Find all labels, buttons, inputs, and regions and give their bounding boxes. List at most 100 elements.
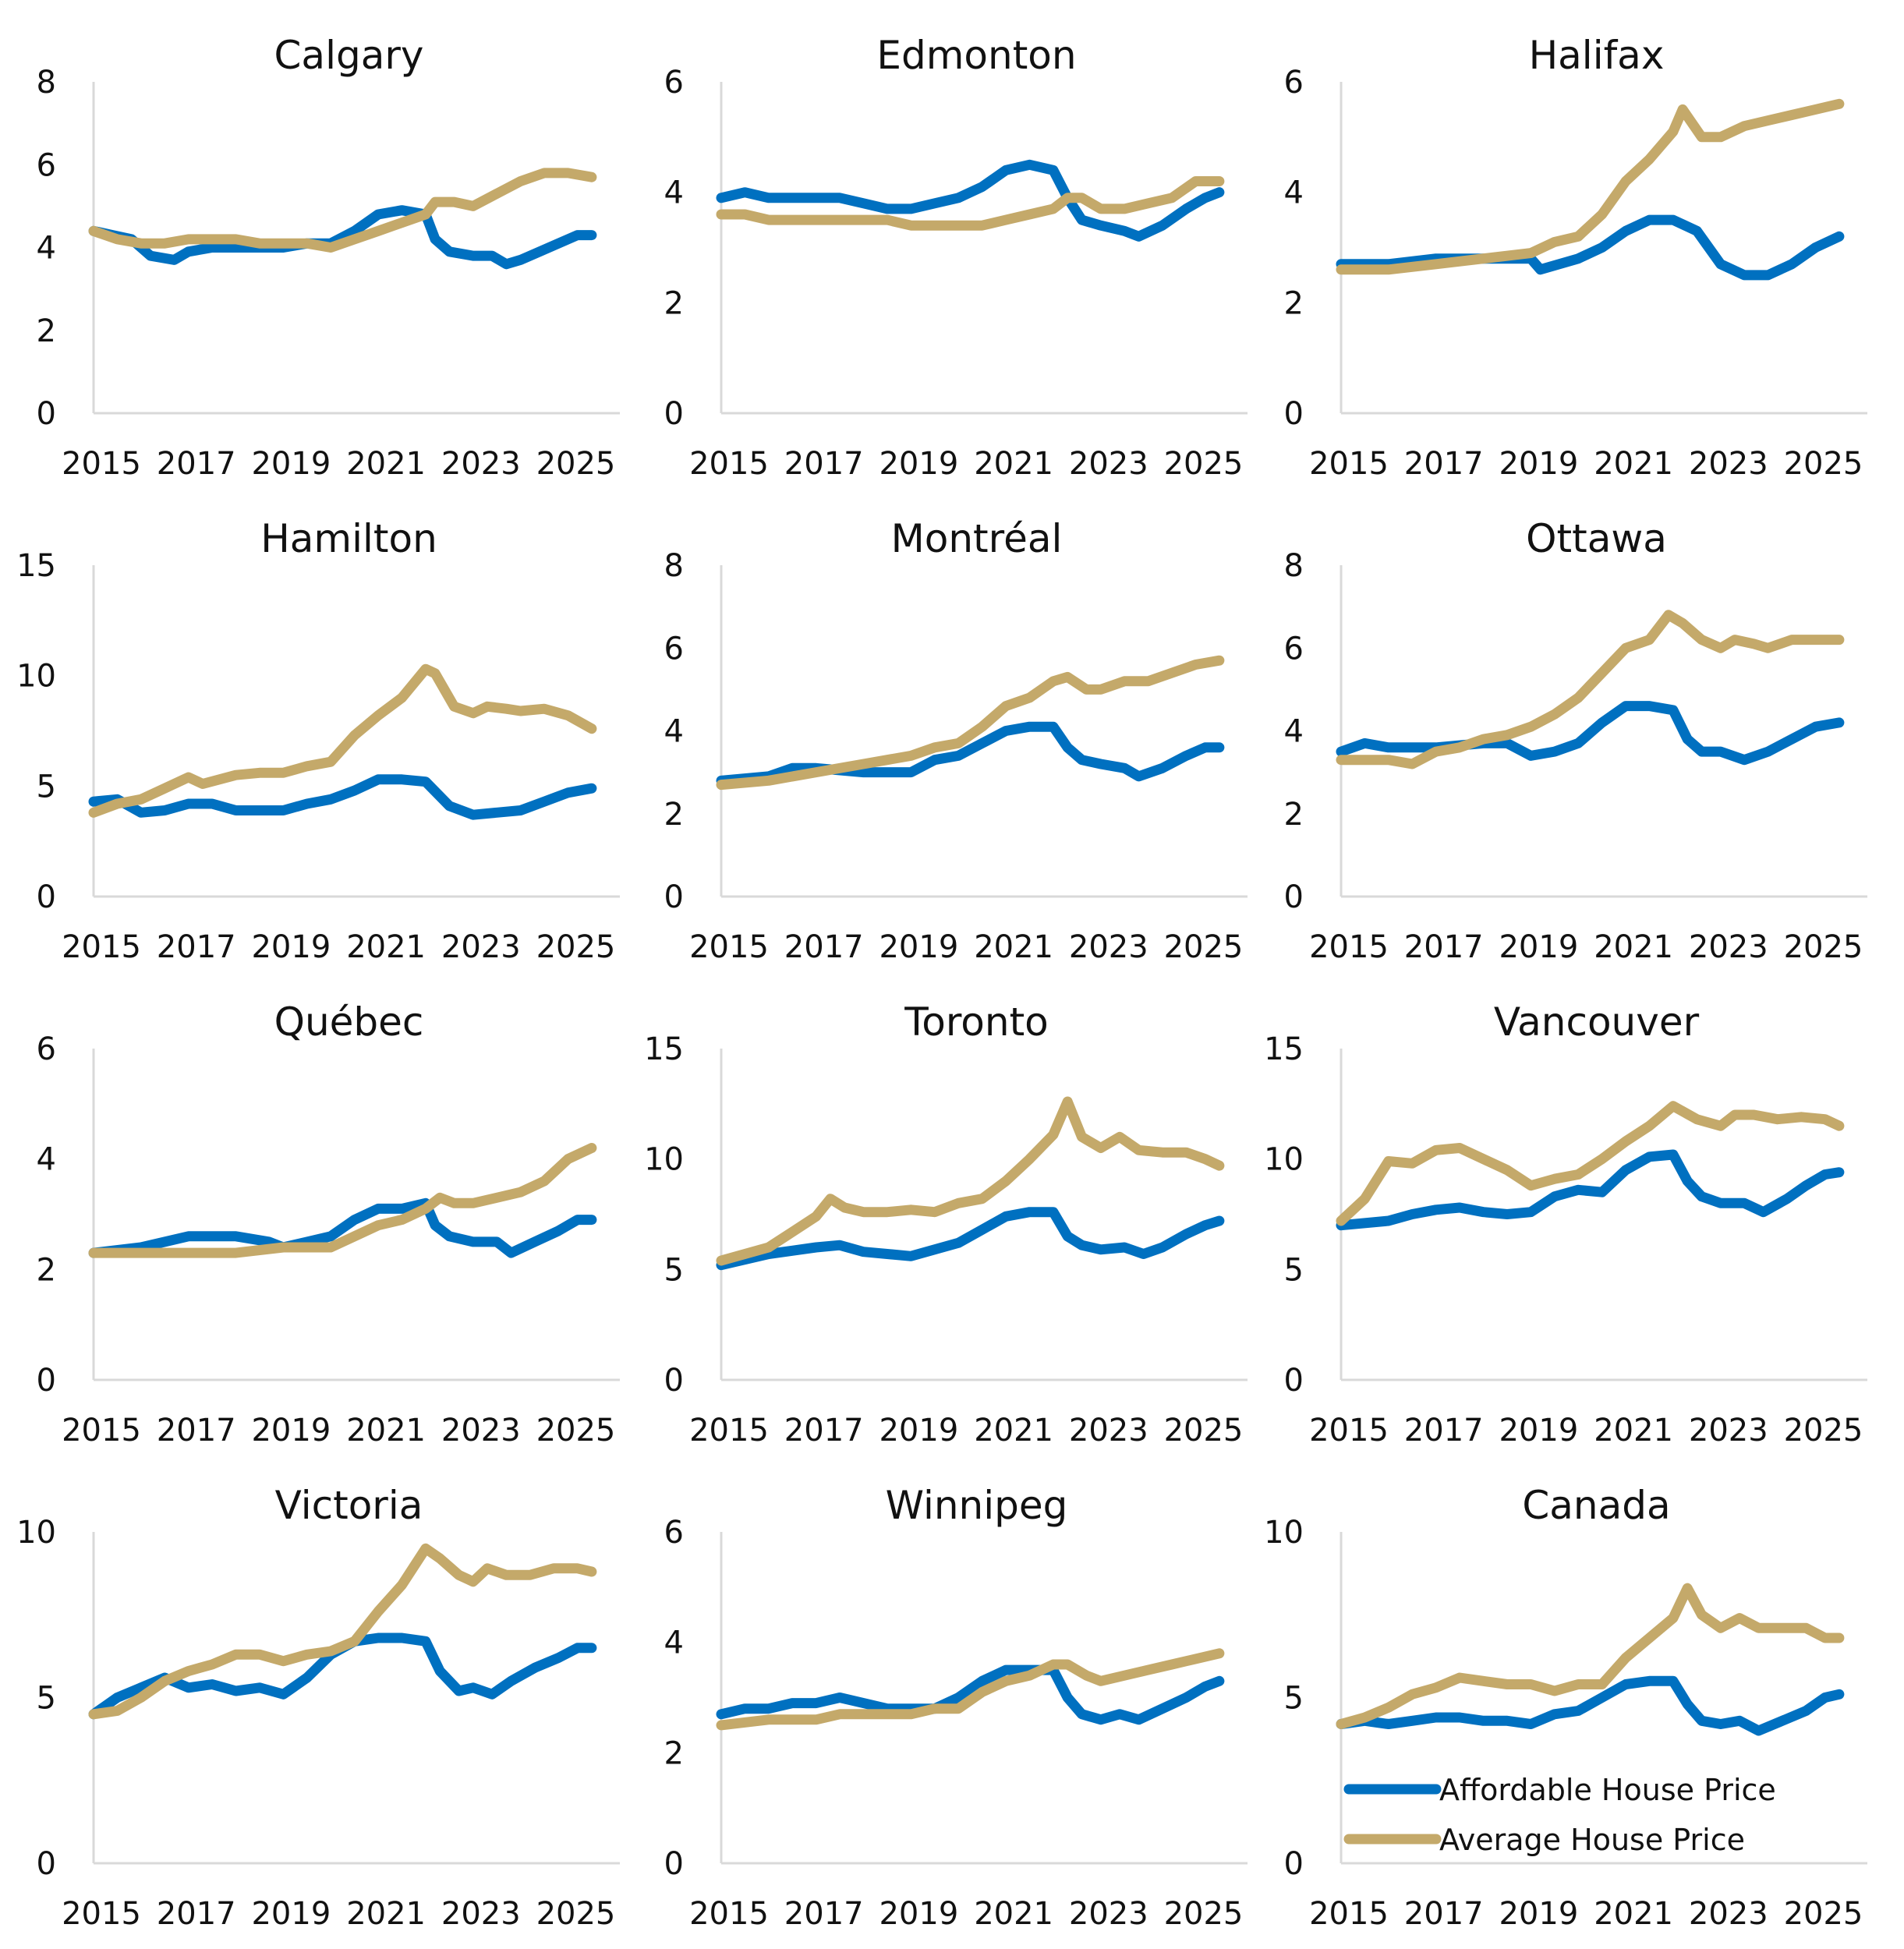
x-tick-label: 2017 xyxy=(157,1896,236,1932)
series-line-average-house-price xyxy=(716,1096,1225,1266)
x-tick-label: 2017 xyxy=(784,929,864,965)
x-tick-label: 2017 xyxy=(784,1896,864,1932)
y-tick-label: 0 xyxy=(664,1846,684,1882)
x-tick-label: 2021 xyxy=(974,1413,1053,1448)
series-line-affordable-house-price xyxy=(88,1197,597,1258)
y-tick-label: 0 xyxy=(1284,396,1304,432)
panel-svg: Winnipeg 0 2 4 6 2015 2017 2019 2021 2023 2025 xyxy=(664,1483,1248,1932)
y-tick-label: 10 xyxy=(644,1142,684,1178)
x-tick-label: 2019 xyxy=(879,1896,958,1932)
y-tick-label: 5 xyxy=(1284,1252,1304,1288)
x-tick-label: 2015 xyxy=(1309,446,1389,482)
x-tick-label: 2021 xyxy=(974,1896,1053,1932)
x-tick-label: 2015 xyxy=(689,1413,769,1448)
series-line-average-house-price xyxy=(1336,1583,1845,1729)
panel-title: Québec xyxy=(274,999,424,1045)
series-line-average-house-price xyxy=(1336,610,1845,769)
panel-title: Winnipeg xyxy=(886,1483,1068,1528)
x-tick-label: 2019 xyxy=(879,446,958,482)
y-tick-label: 0 xyxy=(1284,879,1304,915)
y-tick-label: 2 xyxy=(37,313,56,349)
y-tick-label: 4 xyxy=(664,1625,684,1661)
y-tick-label: 2 xyxy=(1284,797,1304,833)
x-tick-label: 2025 xyxy=(1164,1413,1244,1448)
x-tick-label: 2023 xyxy=(1689,446,1768,482)
y-tick-label: 2 xyxy=(664,285,684,321)
x-tick-label: 2017 xyxy=(157,1413,236,1448)
y-tick-label: 10 xyxy=(1264,1142,1304,1178)
y-tick-label: 2 xyxy=(664,1735,684,1771)
y-tick-label: 6 xyxy=(37,147,56,183)
y-tick-label: 2 xyxy=(1284,285,1304,321)
series-line-affordable-house-price xyxy=(1336,1149,1845,1231)
y-tick-label: 0 xyxy=(1284,1846,1304,1882)
panel-title: Vancouver xyxy=(1494,999,1700,1045)
panel-svg: Edmonton 0 2 4 6 2015 2017 2019 2021 2023 2025 xyxy=(664,33,1248,482)
x-tick-label: 2015 xyxy=(1309,929,1389,965)
panel-title: Halifax xyxy=(1529,33,1665,78)
y-tick-label: 8 xyxy=(37,65,56,101)
y-tick-label: 0 xyxy=(664,879,684,915)
y-tick-label: 6 xyxy=(664,65,684,101)
x-tick-label: 2019 xyxy=(251,1896,331,1932)
x-tick-label: 2017 xyxy=(1404,929,1484,965)
x-tick-label: 2021 xyxy=(1594,1896,1673,1932)
series-line-affordable-house-price xyxy=(716,1207,1225,1271)
panel-victoria: Victoria 0 5 10 2015 2017 2019 2021 2023 2025 xyxy=(0,1450,639,1949)
y-tick-label: 5 xyxy=(664,1252,684,1288)
panel-title: Canada xyxy=(1522,1483,1670,1528)
x-tick-label: 2021 xyxy=(346,446,426,482)
series-line-average-house-price xyxy=(716,655,1225,791)
y-tick-label: 6 xyxy=(664,1515,684,1551)
y-tick-label: 5 xyxy=(37,769,56,805)
x-tick-label: 2025 xyxy=(1784,1413,1863,1448)
x-tick-label: 2017 xyxy=(157,446,236,482)
panel-svg: Canada 0 5 10 2015 2017 2019 2021 2023 2025 Afford… xyxy=(1264,1483,1867,1932)
y-tick-label: 5 xyxy=(37,1681,56,1717)
series-line-average-house-price xyxy=(1336,98,1845,275)
panel-montreal: Montréal 0 2 4 6 8 2015 2017 2019 2021 2023 2025 xyxy=(628,483,1267,982)
series-line-affordable-house-price xyxy=(88,205,597,270)
panel-title: Montréal xyxy=(891,516,1063,561)
x-tick-label: 2021 xyxy=(974,929,1053,965)
x-tick-label: 2021 xyxy=(1594,1413,1673,1448)
x-tick-label: 2021 xyxy=(974,446,1053,482)
x-tick-label: 2019 xyxy=(1499,929,1578,965)
x-tick-label: 2017 xyxy=(784,446,864,482)
x-tick-label: 2015 xyxy=(62,1896,141,1932)
y-tick-label: 4 xyxy=(664,714,684,750)
x-tick-label: 2021 xyxy=(1594,446,1673,482)
x-tick-label: 2025 xyxy=(1784,446,1863,482)
x-tick-label: 2025 xyxy=(1784,1896,1863,1932)
x-tick-label: 2025 xyxy=(1164,446,1244,482)
x-tick-label: 2023 xyxy=(441,929,521,965)
y-tick-label: 0 xyxy=(664,1363,684,1399)
y-tick-label: 6 xyxy=(664,631,684,667)
panel-calgary: Calgary 0 2 4 6 8 2015 2017 2019 2021 2023 2025 xyxy=(0,0,639,499)
legend-label: Average House Price xyxy=(1439,1823,1745,1857)
y-tick-label: 0 xyxy=(1284,1363,1304,1399)
series-line-affordable-house-price xyxy=(88,774,597,820)
y-tick-label: 6 xyxy=(1284,631,1304,667)
y-tick-label: 15 xyxy=(644,1031,684,1067)
panel-toronto: Toronto 0 5 10 15 2015 2017 2019 2021 2023 2025 xyxy=(628,967,1267,1466)
series-line-average-house-price xyxy=(716,176,1225,231)
series-line-affordable-house-price xyxy=(88,1632,597,1720)
x-tick-label: 2025 xyxy=(536,1413,616,1448)
y-tick-label: 15 xyxy=(16,548,56,584)
panel-ottawa: Ottawa 0 2 4 6 8 2015 2017 2019 2021 2023 2025 xyxy=(1248,483,1887,982)
x-tick-label: 2025 xyxy=(536,1896,616,1932)
series-line-affordable-house-price xyxy=(716,1664,1225,1725)
panel-title: Victoria xyxy=(275,1483,423,1528)
y-tick-label: 0 xyxy=(37,1363,56,1399)
panel-title: Edmonton xyxy=(876,33,1076,78)
y-tick-label: 0 xyxy=(664,396,684,432)
x-tick-label: 2017 xyxy=(1404,1896,1484,1932)
panel-svg: Vancouver 0 5 10 15 2015 2017 2019 2021 2023 2025 xyxy=(1264,999,1867,1448)
y-tick-label: 0 xyxy=(37,879,56,915)
series-line-average-house-price xyxy=(716,1648,1225,1731)
series-line-average-house-price xyxy=(88,168,597,253)
y-tick-label: 5 xyxy=(1284,1681,1304,1717)
panel-vancouver: Vancouver 0 5 10 15 2015 2017 2019 2021 2023 2025 xyxy=(1248,967,1887,1466)
x-tick-label: 2015 xyxy=(1309,1896,1389,1932)
